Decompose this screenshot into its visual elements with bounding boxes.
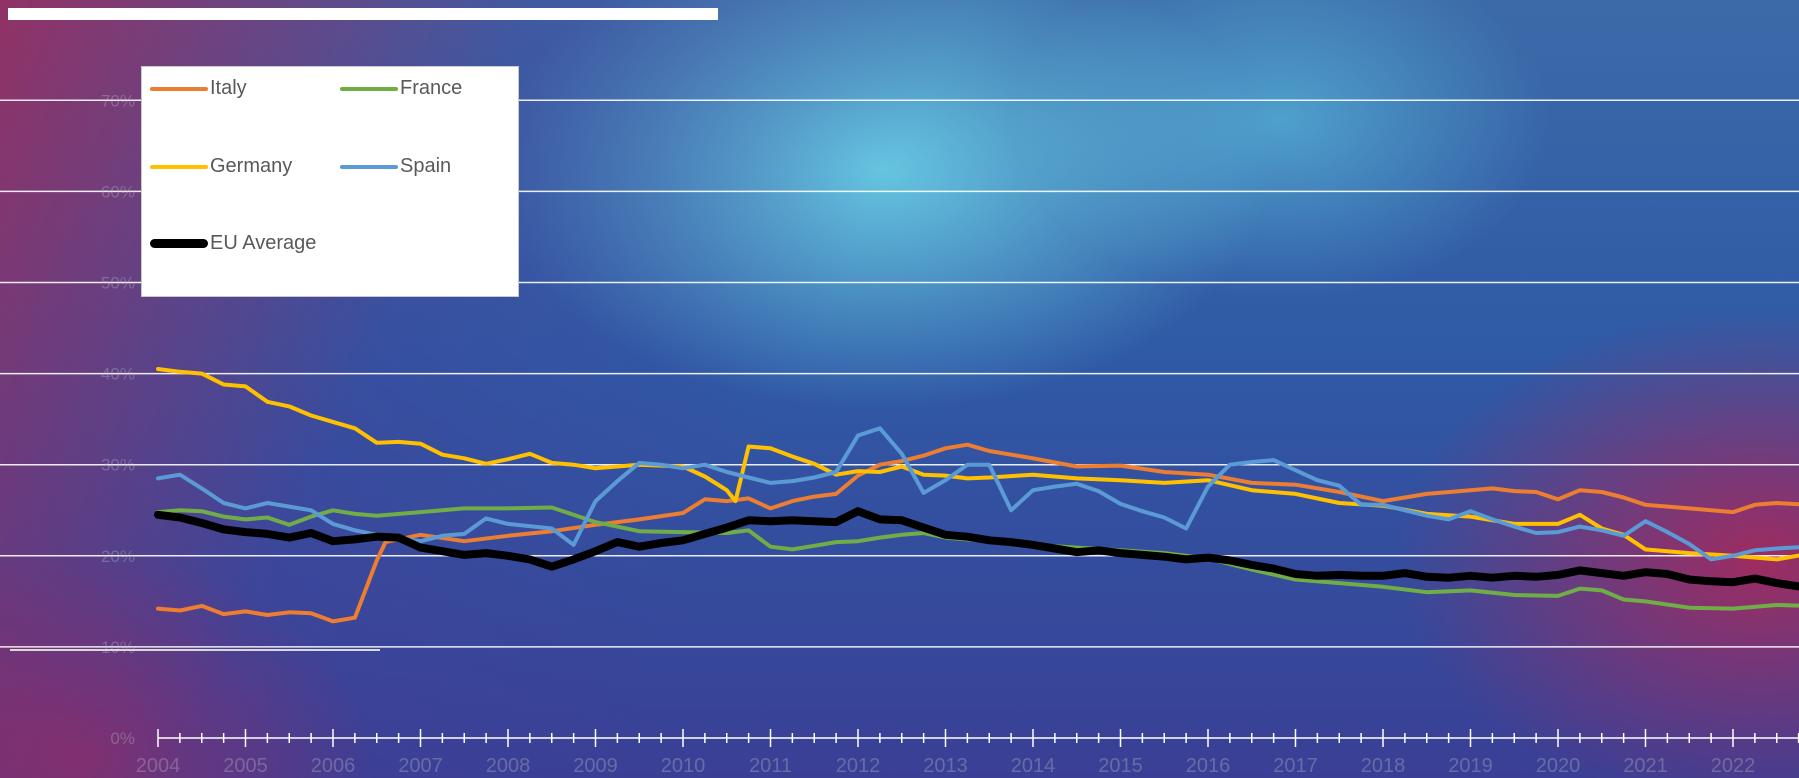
series-line-france: [156, 505, 1799, 611]
series-line-spain: [156, 426, 1799, 562]
decorative-underline: [10, 649, 380, 651]
legend-item-eu-average: EU Average: [150, 232, 316, 255]
y-tick-label: 60%: [101, 182, 135, 201]
series-line-eu-average: [154, 507, 1799, 591]
x-tick-label: 2022: [1711, 755, 1756, 777]
x-tick-label: 2004: [136, 755, 181, 777]
x-tick-label: 2018: [1361, 755, 1406, 777]
x-axis: [157, 729, 1799, 747]
x-tick-label: 2005: [223, 755, 268, 777]
y-axis-tick-labels: 0% 10% 20% 30% 40% 50% 60% 70%: [101, 91, 135, 748]
series-line-germany: [156, 367, 1799, 562]
legend-label: Germany: [210, 155, 293, 177]
y-tick-label: 10%: [101, 638, 135, 657]
y-tick-label: 40%: [101, 365, 135, 384]
x-tick-label: 2017: [1273, 755, 1318, 777]
legend-item-france: France: [340, 77, 462, 100]
x-tick-label: 2021: [1623, 755, 1668, 777]
legend-label: France: [400, 77, 463, 99]
y-tick-label: 30%: [101, 456, 135, 475]
legend-item-spain: Spain: [340, 155, 451, 178]
legend-item-italy: Italy: [150, 77, 247, 100]
y-tick-label: 70%: [101, 91, 135, 110]
y-tick-label: 0%: [110, 729, 135, 748]
legend-item-germany: Germany: [150, 155, 292, 178]
x-tick-label: 2008: [486, 755, 531, 777]
legend-swatch-eu-average: [150, 239, 208, 248]
x-tick-label: 2015: [1098, 755, 1143, 777]
x-axis-tick-labels: 2004 2005 2006 2007 2008 2009 2010 2011 2012 2013…: [136, 755, 1756, 777]
y-tick-label: 50%: [101, 274, 135, 293]
legend-swatch-spain: [340, 164, 398, 169]
x-tick-label: 2006: [311, 755, 356, 777]
x-tick-label: 2010: [661, 755, 706, 777]
x-tick-label: 2013: [923, 755, 968, 777]
x-tick-label: 2012: [836, 755, 881, 777]
legend-label: Spain: [400, 155, 452, 177]
x-tick-label: 2011: [749, 755, 792, 777]
series-line-italy: [156, 442, 1799, 624]
x-tick-label: 2016: [1186, 755, 1231, 777]
legend-swatch-italy: [150, 86, 208, 91]
x-tick-label: 2014: [1011, 755, 1056, 777]
x-tick-label: 2009: [573, 755, 618, 777]
legend-label: EU Average: [210, 232, 317, 254]
title-placeholder-bar: [8, 8, 718, 20]
legend-label: Italy: [210, 77, 247, 99]
x-tick-label: 2019: [1448, 755, 1493, 777]
y-tick-label: 20%: [101, 547, 135, 566]
chart-legend: Italy France Germany Spain EU Average: [141, 66, 519, 297]
series-lines: [154, 367, 1799, 624]
legend-swatch-germany: [150, 164, 208, 169]
legend-swatch-france: [340, 86, 398, 91]
x-tick-label: 2020: [1536, 755, 1581, 777]
x-tick-label: 2007: [398, 755, 443, 777]
